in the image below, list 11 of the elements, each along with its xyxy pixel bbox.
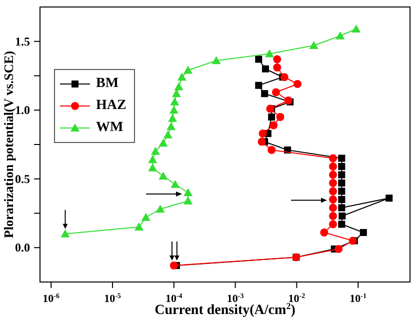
x-tick-label: 10$^{-5}$ xyxy=(104,292,122,305)
legend-label: BM xyxy=(96,76,119,92)
y-tick-label: 1.5 xyxy=(15,34,30,48)
x-tick-label: 10$^{-1}$ xyxy=(350,292,368,305)
legend-label: WM xyxy=(96,120,124,136)
x-tick-label: 10$^{-6}$ xyxy=(42,292,60,305)
y-tick-label: 1.0 xyxy=(15,103,30,118)
legend-label: HAZ xyxy=(96,98,126,114)
y-axis-title: Plorarization potential(V vs.SCE) xyxy=(1,50,16,238)
y-tick-label: 0.0 xyxy=(15,240,30,255)
y-tick-label: 0.5 xyxy=(15,172,30,186)
